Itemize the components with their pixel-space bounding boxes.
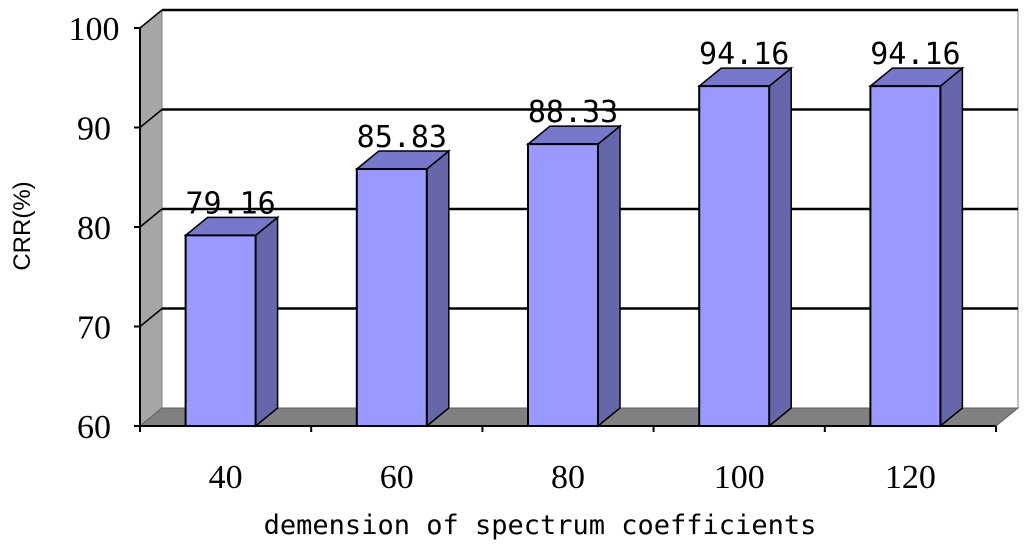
gridline <box>139 8 1018 29</box>
bar <box>868 66 965 428</box>
bar <box>354 149 451 428</box>
y-tick-label: 70 <box>77 310 111 347</box>
bar <box>525 124 623 428</box>
bars <box>183 66 965 428</box>
y-tick-label: 60 <box>77 409 111 446</box>
data-label: 85.83 <box>357 120 447 155</box>
bar-front <box>869 85 942 427</box>
bar-front <box>184 234 257 427</box>
y-tick-label: 90 <box>77 111 111 148</box>
x-axis-title: demension of spectrum coefficients <box>264 510 817 541</box>
bar-side <box>426 149 450 428</box>
data-label: 88.33 <box>528 95 618 130</box>
x-tick-label: 40 <box>209 459 243 496</box>
y-tick-label: 80 <box>77 210 111 247</box>
bar-side <box>768 66 792 428</box>
bar-side <box>939 66 964 428</box>
bar-front <box>698 85 771 427</box>
tick-labels: 60 70 80 90 100 40 60 80 100 120 <box>69 11 936 496</box>
data-label: 94.16 <box>870 37 960 72</box>
y-tick-label: 100 <box>69 11 120 48</box>
bar-front <box>355 167 428 428</box>
x-tick-label: 120 <box>885 459 936 496</box>
bar <box>697 66 794 428</box>
y-axis-title: CRR(%) <box>9 181 36 270</box>
bar-side <box>597 124 621 428</box>
bar <box>183 215 280 428</box>
data-labels: 79.16 85.83 88.33 94.16 94.16 <box>185 37 960 221</box>
data-label: 79.16 <box>185 186 275 221</box>
x-tick-label: 100 <box>714 459 765 496</box>
x-tick-label: 60 <box>380 459 414 496</box>
bar-front <box>527 143 599 428</box>
bar-side <box>254 215 279 428</box>
x-tick-label: 80 <box>551 459 585 496</box>
data-label: 94.16 <box>699 37 789 72</box>
